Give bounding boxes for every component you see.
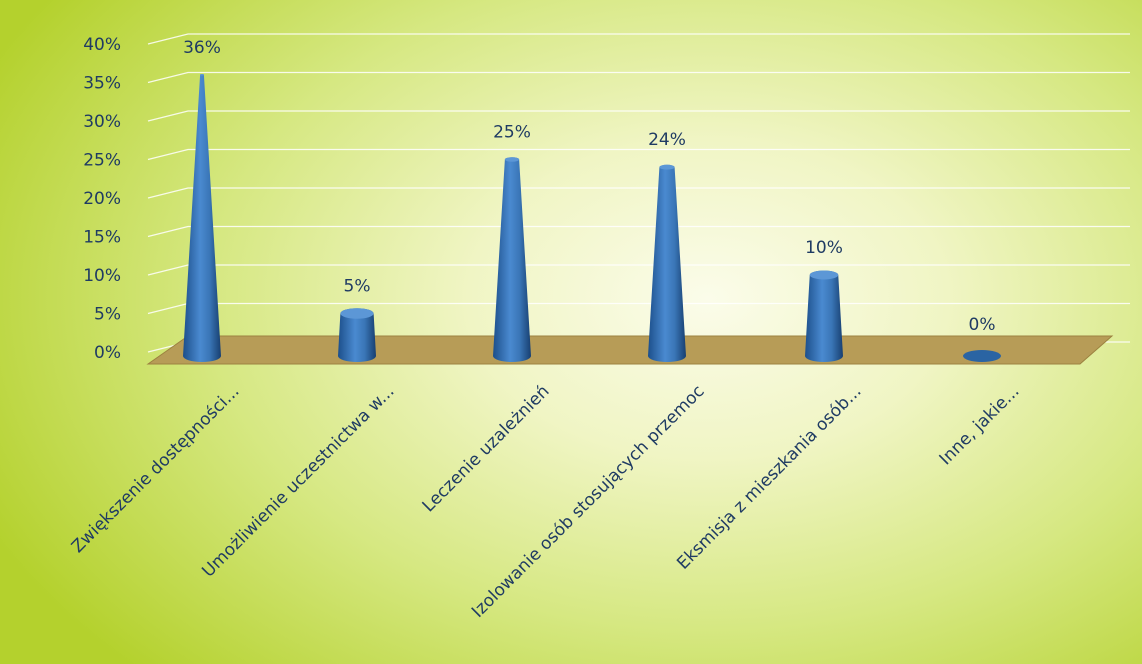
y-tick-label: 30% [83,112,121,132]
data-label: 24% [648,130,686,150]
gridline [147,33,1130,45]
bar [963,350,1001,362]
gridline [147,110,1130,122]
category-label: Umożliwienie uczestnictwa w... [198,381,398,581]
gridline [147,71,1130,84]
bar [493,157,531,362]
category-label: Eksmisja z mieszkania osób... [673,381,865,573]
data-label: 10% [805,238,843,258]
data-label: 5% [344,277,371,297]
gridline [147,148,1130,161]
y-tick-label: 5% [94,305,121,325]
y-tick-label: 10% [83,266,121,286]
y-tick-label: 40% [83,35,121,55]
bar [648,164,686,362]
bar [183,74,221,363]
category-label: Leczenie uzależnień [419,381,554,516]
category-label: Inne, jakie... [936,381,1024,469]
bars [183,74,1001,363]
category-label: Zwiększenie dostępności... [68,381,244,557]
y-tick-label: 35% [83,74,121,94]
y-tick-label: 25% [83,151,121,171]
y-tick-label: 0% [94,343,121,363]
gridline [147,225,1130,238]
data-label: 25% [493,123,531,143]
data-label: 0% [969,315,996,335]
category-labels: Zwiększenie dostępności...Umożliwienie u… [68,381,1024,621]
y-tick-label: 15% [83,228,121,248]
chart-floor [146,335,1114,365]
gridlines [147,33,1130,353]
gridline [147,187,1130,199]
gridline [147,264,1130,276]
data-label: 36% [183,38,221,58]
y-tick-label: 20% [83,189,121,209]
gridline [147,302,1130,315]
data-labels: 36% 5% 25% 24% 10% 0% [183,38,995,335]
floor-plane [146,335,1114,365]
bar [338,308,376,362]
bar [805,270,843,362]
y-axis-ticks: 0% 5% 10% 15% 20% 25% 30% 35% 40% [83,35,121,363]
